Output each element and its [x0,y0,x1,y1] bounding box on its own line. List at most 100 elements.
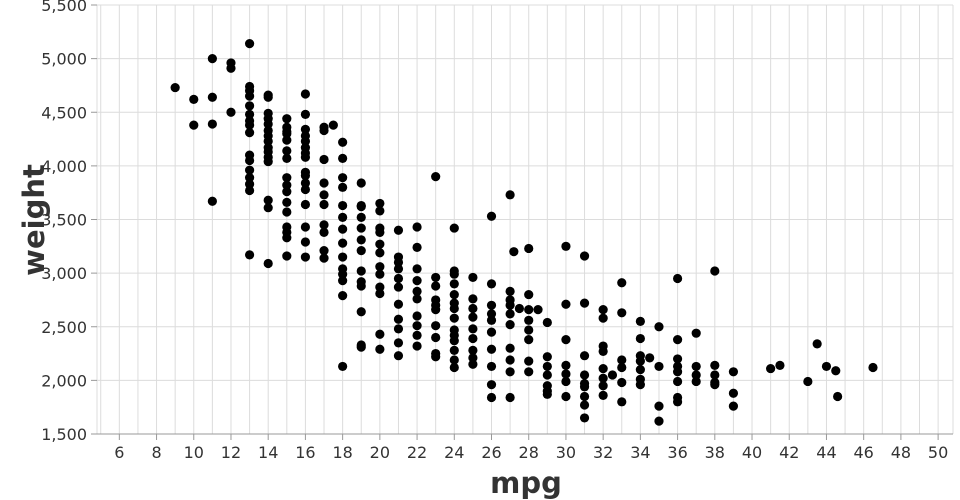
data-point [412,294,422,304]
y-tick-label: 5,500 [41,0,87,15]
data-point [617,362,627,373]
data-point [579,413,590,423]
data-point [468,345,478,355]
data-point [617,308,627,318]
y-axis-title: weight [17,164,51,276]
y-tick-label: 4,500 [41,103,87,122]
x-tick-label: 44 [816,443,836,462]
data-point [598,390,608,400]
data-point [505,190,515,200]
data-point [300,222,311,232]
data-point [691,328,701,338]
data-point [300,252,311,262]
data-point [654,322,664,332]
data-point [579,391,590,402]
data-point [728,367,739,377]
x-axis-title: mpg [490,466,562,500]
data-point [524,243,534,254]
data-point [775,360,785,370]
data-point [393,282,404,292]
data-point [654,401,664,411]
data-point [486,327,497,337]
data-point [356,178,366,188]
data-point [393,273,404,284]
data-point [300,152,311,162]
data-point [635,333,645,344]
data-point [468,333,478,344]
data-point [393,324,404,334]
x-tick-label: 8 [151,443,161,462]
data-point [561,299,571,309]
data-point [505,367,515,377]
data-point [393,314,404,324]
y-axis-ticks: 1,500 2,000 2,500 3,000 3,500 4,000 4,500 5,000… [41,0,97,444]
data-point [672,335,683,345]
data-point [226,107,236,117]
data-point [170,82,180,93]
data-point [282,207,292,217]
data-point [412,264,422,274]
data-point [468,294,478,304]
data-point [635,356,645,366]
data-point [282,233,292,243]
data-point [356,281,366,291]
data-point [449,336,459,346]
data-point [598,313,608,323]
data-point [319,190,329,200]
data-point [338,361,348,372]
data-point [468,324,478,334]
data-point [524,335,534,345]
data-point [319,220,329,230]
data-point [431,272,441,283]
data-point [282,197,292,207]
data-point [393,257,404,267]
data-point [468,272,478,283]
data-point [579,298,590,308]
data-point [710,380,720,390]
data-point [524,289,534,300]
data-point [505,355,515,365]
data-point [189,94,199,104]
data-point [868,362,878,373]
data-point [542,370,552,380]
x-tick-label: 12 [221,443,241,462]
data-point [282,180,292,190]
data-point [338,137,348,147]
x-tick-label: 6 [114,443,124,462]
data-point [300,178,311,188]
data-point [207,196,217,206]
data-point [505,392,515,403]
data-point [300,199,311,210]
x-tick-label: 38 [705,443,725,462]
x-tick-label: 46 [853,443,873,462]
data-point [412,242,422,252]
data-point [244,120,255,130]
data-point [375,239,385,249]
data-point [486,211,497,221]
data-point [728,401,739,411]
data-point [710,370,720,380]
data-point [710,266,720,276]
data-point [524,356,534,366]
x-tick-label: 48 [891,443,911,462]
data-point [486,315,497,325]
data-point [319,125,329,136]
data-point [831,366,841,376]
data-point [431,321,441,331]
y-tick-label: 1,500 [41,425,87,444]
data-point [263,258,273,269]
data-point [207,119,217,129]
data-point [328,120,338,130]
x-tick-label: 20 [370,443,390,462]
data-point [244,185,255,196]
data-point [207,92,217,102]
data-point [338,291,348,301]
data-point [449,269,459,279]
data-point [812,339,822,349]
data-point [412,276,422,286]
data-point [319,253,329,263]
data-point [356,307,366,317]
data-point [282,135,292,145]
data-point [486,361,497,372]
x-tick-label: 32 [593,443,613,462]
